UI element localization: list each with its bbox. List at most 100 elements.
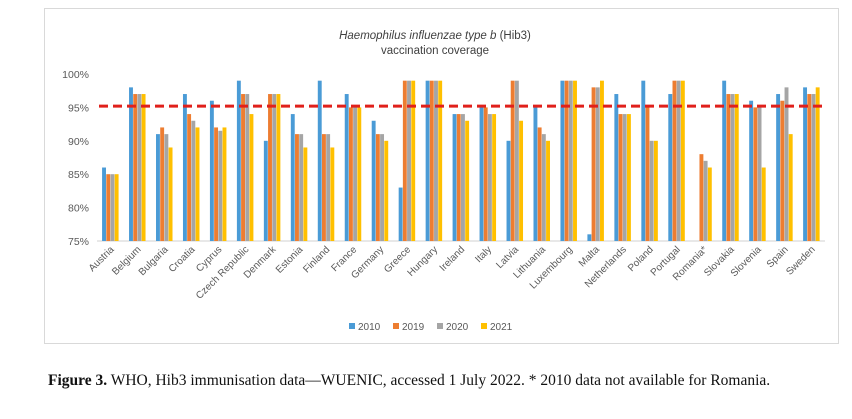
bar: [438, 80, 443, 242]
bar: [236, 80, 241, 242]
legend-label: 2019: [402, 322, 425, 333]
bar: [348, 107, 353, 242]
bar: [780, 100, 785, 241]
hib3-bar-chart: Haemophilus influenzae type b (Hib3) vac…: [62, 30, 827, 333]
bar: [195, 127, 200, 241]
bar: [398, 187, 403, 241]
legend-label: 2021: [490, 322, 513, 333]
bar: [357, 107, 362, 242]
bar: [591, 87, 596, 241]
bar: [680, 80, 685, 242]
bar: [653, 140, 658, 241]
bar: [730, 94, 735, 241]
bar: [187, 114, 192, 241]
y-tick-label: 85%: [68, 169, 89, 181]
bar: [299, 134, 304, 241]
bar: [434, 80, 438, 242]
bar: [137, 94, 142, 241]
bar: [803, 87, 808, 241]
bar: [492, 114, 497, 241]
bar: [649, 140, 654, 241]
bar: [380, 134, 385, 241]
x-tick-label: Bulgaria: [137, 244, 171, 278]
bar: [753, 107, 758, 242]
bar: [788, 134, 793, 241]
bar: [506, 140, 511, 241]
bar: [703, 160, 708, 241]
y-tick-label: 90%: [68, 136, 89, 148]
bar: [214, 127, 219, 241]
bar: [321, 134, 326, 241]
legend-swatch: [481, 323, 487, 329]
bar: [263, 140, 268, 241]
bar: [218, 130, 223, 241]
bar: [330, 147, 335, 241]
bar: [317, 80, 322, 242]
bar: [514, 80, 519, 242]
bar: [241, 94, 245, 241]
bar: [573, 80, 577, 242]
bar: [618, 114, 623, 241]
x-axis-labels: AustriaBelgiumBulgariaCroatiaCyprusCzech…: [87, 244, 818, 302]
bar: [326, 134, 331, 241]
bar: [222, 127, 227, 241]
bar: [510, 80, 515, 242]
bar: [722, 80, 727, 242]
bar: [537, 127, 542, 241]
bar: [133, 94, 138, 241]
bar: [344, 94, 349, 241]
chart-title-italic: Haemophilus influenzae type b: [339, 30, 497, 42]
caption-label: Figure 3.: [48, 372, 108, 389]
x-tick-label: Finland: [301, 244, 332, 275]
bar: [156, 134, 160, 241]
bar: [699, 154, 704, 241]
bar: [564, 80, 569, 242]
bar: [168, 147, 173, 241]
x-tick-label: Hungary: [406, 244, 441, 279]
bar: [425, 80, 430, 242]
figure-caption: Figure 3. WHO, Hib3 immunisation data—WU…: [48, 371, 838, 391]
legend-label: 2010: [358, 322, 381, 333]
bar: [182, 94, 187, 241]
bar: [622, 114, 627, 241]
bar: [707, 167, 712, 241]
bar: [560, 80, 565, 242]
bars: [102, 80, 820, 242]
bar: [761, 167, 766, 241]
bar: [807, 94, 812, 241]
bar: [533, 107, 538, 242]
legend-swatch: [349, 323, 355, 329]
bar: [749, 100, 754, 241]
x-tick-label: Slovenia: [729, 244, 764, 279]
bar: [815, 87, 820, 241]
y-tick-label: 100%: [62, 69, 89, 81]
bar: [784, 87, 789, 241]
chart-subtitle: vaccination coverage: [381, 45, 489, 57]
legend: 2010 2019 2020 2021: [349, 322, 513, 333]
bar: [668, 94, 673, 241]
bar: [811, 94, 816, 241]
bar: [106, 174, 111, 241]
bar: [776, 94, 781, 241]
bar: [245, 94, 250, 241]
bar: [276, 94, 281, 241]
x-tick-label: Italy: [473, 244, 494, 265]
y-tick-label: 80%: [68, 203, 89, 215]
bar: [452, 114, 457, 241]
bar: [303, 147, 308, 241]
bar: [641, 80, 646, 242]
bar: [268, 94, 272, 241]
bar: [672, 80, 677, 242]
bar: [141, 94, 146, 241]
bar: [614, 94, 619, 241]
bar: [164, 134, 169, 241]
legend-label: 2020: [446, 322, 469, 333]
bar: [353, 107, 358, 242]
bar: [734, 94, 739, 241]
bar: [546, 140, 550, 241]
bar: [371, 120, 376, 241]
chart-title: Haemophilus influenzae type b (Hib3): [339, 30, 531, 42]
bar: [272, 94, 277, 241]
bar: [541, 134, 546, 241]
bar: [129, 87, 133, 241]
